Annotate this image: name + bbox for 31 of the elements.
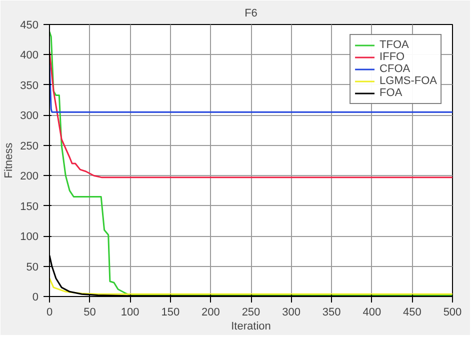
x-tick-label: 300	[282, 306, 300, 318]
x-tick-label: 250	[242, 306, 260, 318]
x-tick-label: 350	[322, 306, 341, 318]
y-tick-label: 0	[32, 292, 39, 304]
y-tick-label: 150	[20, 200, 39, 213]
y-tick-label: 100	[20, 231, 39, 244]
x-tick-label: 150	[161, 306, 180, 318]
legend-label: CFOA	[380, 63, 410, 75]
y-tick-label: 350	[20, 80, 39, 92]
line-series	[50, 278, 452, 295]
legend-label: LGMS-FOA	[380, 75, 437, 87]
y-axis-title: Fitness	[3, 142, 16, 178]
x-tick-label: 450	[403, 306, 422, 318]
y-tick-label: 250	[20, 140, 39, 152]
x-tick-label: 200	[202, 306, 220, 318]
x-axis-title: Iteration	[231, 320, 271, 332]
x-tick-label: 0	[46, 306, 53, 318]
legend-label: TFOA	[380, 39, 409, 51]
y-tick-label: 50	[26, 261, 39, 274]
x-tick-label: 50	[84, 306, 96, 318]
y-tick-label: 450	[20, 20, 39, 32]
legend-label: IFFO	[380, 51, 405, 63]
y-tick-label: 400	[20, 50, 39, 62]
line-series	[50, 50, 452, 178]
x-tick-label: 100	[120, 306, 140, 318]
chart-title: F6	[244, 8, 258, 20]
y-tick-label: 200	[20, 170, 39, 183]
x-tick-label: 400	[362, 306, 382, 318]
legend-label: FOA	[380, 87, 402, 99]
x-tick-label: 500	[443, 306, 462, 318]
y-tick-label: 300	[20, 110, 39, 122]
